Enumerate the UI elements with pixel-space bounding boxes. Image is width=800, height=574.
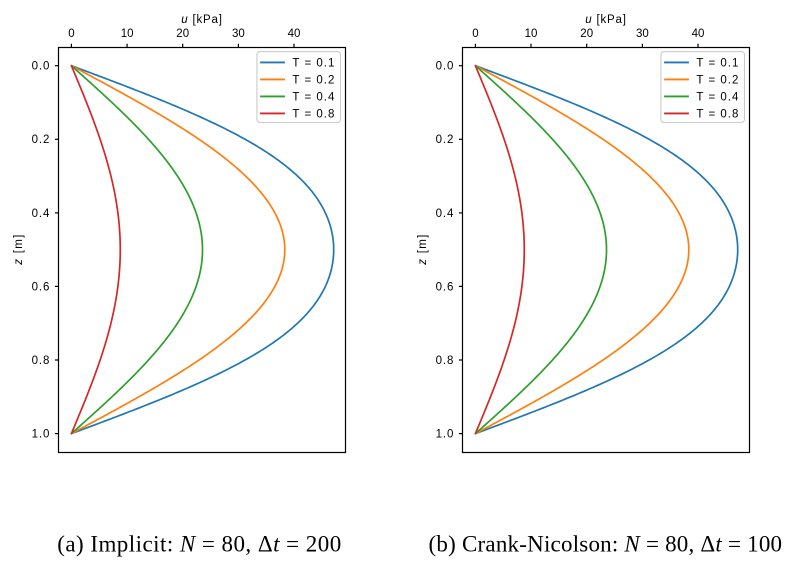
svg-text:10: 10 (525, 28, 538, 40)
svg-text:0: 0 (472, 28, 478, 40)
svg-text:1.0: 1.0 (436, 429, 455, 441)
svg-text:40: 40 (288, 28, 301, 40)
svg-text:T = 0.1: T = 0.1 (696, 57, 738, 69)
svg-text:10: 10 (121, 28, 134, 40)
svg-text:0.2: 0.2 (436, 134, 455, 146)
svg-text:(b) Crank-Nicolson: N = 80, Δt: (b) Crank-Nicolson: N = 80, Δt = 100 (429, 532, 783, 557)
svg-text:20: 20 (580, 28, 593, 40)
svg-text:0.4: 0.4 (436, 208, 455, 220)
svg-text:z [m]: z [m] (13, 235, 25, 266)
svg-text:0.8: 0.8 (436, 355, 455, 367)
svg-text:(a) Implicit: N = 80, Δt = 200: (a) Implicit: N = 80, Δt = 200 (57, 532, 341, 557)
svg-text:30: 30 (232, 28, 245, 40)
svg-text:T = 0.8: T = 0.8 (696, 108, 738, 120)
svg-text:40: 40 (692, 28, 705, 40)
svg-text:u [kPa]: u [kPa] (181, 14, 222, 26)
svg-text:T = 0.8: T = 0.8 (292, 108, 334, 120)
svg-text:0.8: 0.8 (32, 355, 51, 367)
svg-text:1.0: 1.0 (32, 429, 51, 441)
svg-text:z [m]: z [m] (417, 235, 429, 266)
svg-text:30: 30 (636, 28, 649, 40)
svg-text:0.0: 0.0 (436, 61, 455, 73)
svg-text:T = 0.1: T = 0.1 (292, 57, 334, 69)
svg-text:0: 0 (68, 28, 74, 40)
svg-text:0.4: 0.4 (32, 208, 51, 220)
svg-text:0.6: 0.6 (32, 281, 51, 293)
svg-text:0.2: 0.2 (32, 134, 51, 146)
svg-text:T = 0.2: T = 0.2 (292, 74, 334, 86)
svg-text:0.6: 0.6 (436, 281, 455, 293)
svg-text:T = 0.4: T = 0.4 (292, 91, 335, 103)
svg-text:T = 0.4: T = 0.4 (696, 91, 739, 103)
svg-text:0.0: 0.0 (32, 61, 51, 73)
svg-text:u [kPa]: u [kPa] (585, 14, 626, 26)
svg-text:20: 20 (176, 28, 189, 40)
svg-text:T = 0.2: T = 0.2 (696, 74, 738, 86)
